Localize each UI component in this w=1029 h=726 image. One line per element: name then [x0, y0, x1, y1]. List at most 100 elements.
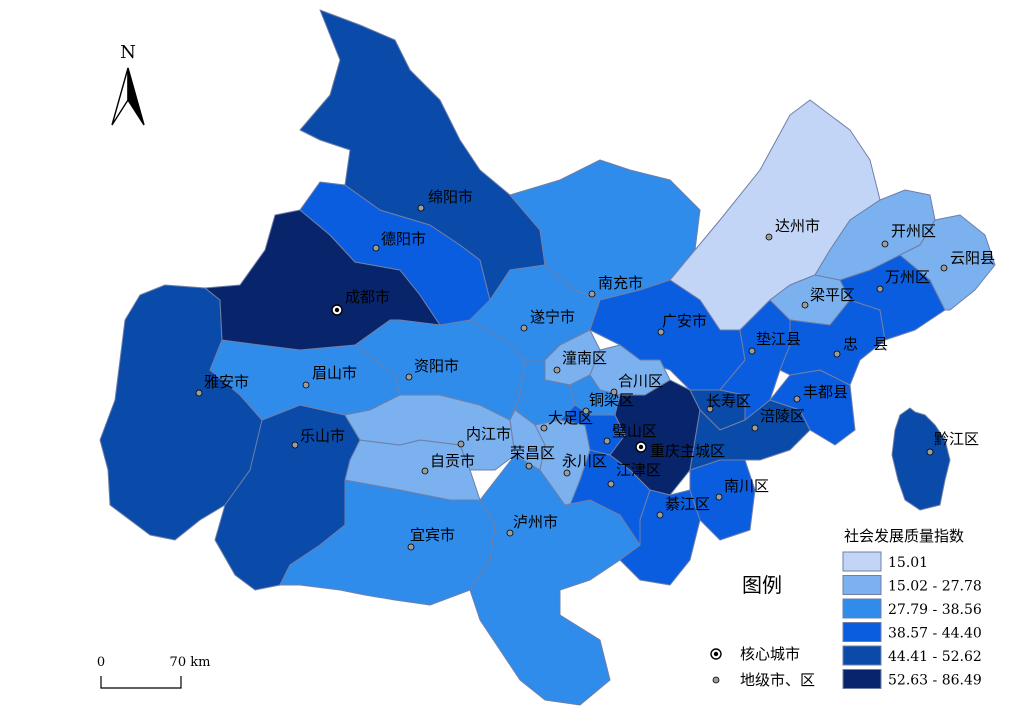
- city-9: 宜宾市: [407, 526, 455, 551]
- city-label: 南充市: [598, 274, 643, 292]
- city-label: 梁平区: [810, 286, 855, 304]
- city-10: 泸州市: [506, 513, 558, 537]
- city-label: 铜梁区: [589, 391, 634, 409]
- city-label: 永川区: [562, 452, 607, 470]
- prefecture-city-icon: [302, 381, 310, 389]
- legend-swatch-4: [842, 645, 882, 666]
- city-label: 丰都县: [803, 383, 848, 401]
- legend-swatch-0: [842, 551, 882, 572]
- city-17: 万州区: [876, 268, 930, 293]
- prefecture-city-icon: [372, 244, 380, 252]
- city-label: 涪陵区: [760, 407, 805, 425]
- legend-class-label-3: 38.57 - 44.40: [888, 626, 982, 642]
- city-15: 开州区: [881, 222, 936, 248]
- prefecture-city-icon: [706, 405, 714, 413]
- city-29: 璧山区: [603, 422, 657, 445]
- city-23: 长寿区: [706, 392, 751, 413]
- city-label: 垫江县: [756, 330, 801, 348]
- city-30: 永川区: [562, 452, 607, 477]
- city-28: 重庆主城区: [635, 441, 725, 460]
- legend-swatch-1: [842, 575, 882, 595]
- prefecture-city-icon: [881, 240, 889, 248]
- legend-class-label-2: 27.79 - 38.56: [888, 602, 982, 618]
- city-label: 南川区: [724, 477, 769, 495]
- prefecture-city-icon: [926, 448, 934, 456]
- prefecture-city-icon: [610, 388, 618, 396]
- prefecture-city-icon: [588, 290, 596, 298]
- city-26: 綦江区: [656, 495, 710, 519]
- core-city-icon: [710, 648, 722, 660]
- city-2: 成都市: [331, 288, 390, 316]
- legend-class-label-4: 44.41 - 52.62: [888, 649, 982, 665]
- scale-bar: 0 70 km: [97, 655, 211, 689]
- city-label: 云阳县: [950, 249, 995, 267]
- legend-class-label-0: 15.01: [888, 555, 928, 571]
- legend-class-label-1: 15.02 - 27.78: [888, 579, 982, 595]
- prefecture-city-icon: [520, 324, 528, 332]
- class-legend: 社会发展质量指数 15.01 15.02 - 27.78 27.79 - 38.56…: [842, 527, 982, 689]
- city-8: 自贡市: [421, 452, 475, 475]
- city-32: 大足区: [540, 409, 593, 432]
- city-label: 达州市: [775, 217, 820, 235]
- prefecture-city-icon: [833, 350, 841, 358]
- city-22: 涪陵区: [751, 407, 805, 432]
- prefecture-city-icon: [801, 301, 809, 309]
- city-label: 遂宁市: [530, 308, 575, 326]
- scale-end-label: 70 km: [170, 655, 211, 670]
- city-label: 内江市: [466, 425, 511, 443]
- prefecture-city-icon: [525, 462, 533, 470]
- prefecture-city-icon: [940, 264, 948, 272]
- prefecture-city-icon: [540, 424, 548, 432]
- prefecture-city-icon: [291, 441, 299, 449]
- city-label: 荣昌区: [510, 444, 555, 462]
- prefecture-city-icon: [405, 373, 413, 381]
- city-label: 眉山市: [312, 364, 357, 382]
- city-label: 长寿区: [706, 392, 751, 410]
- prefecture-city-icon: [582, 407, 590, 415]
- city-label: 万州区: [885, 268, 930, 286]
- city-label: 成都市: [345, 288, 390, 306]
- prefecture-city-icon: [657, 328, 665, 336]
- legend-heading: 图例: [742, 573, 782, 597]
- city-label: 合川区: [618, 372, 663, 390]
- prefecture-city-icon: [765, 233, 773, 241]
- city-label: 綦江区: [665, 495, 710, 513]
- city-5: 乐山市: [291, 427, 345, 449]
- city-7: 内江市: [457, 425, 511, 448]
- region-qianjiang: [891, 407, 951, 511]
- prefecture-city-icon: [407, 543, 415, 551]
- legend-swatch-2: [842, 598, 882, 619]
- prefecture-city-icon: [421, 467, 429, 475]
- prefecture-city-icon: [563, 469, 571, 477]
- city-label: 潼南区: [562, 349, 607, 367]
- city-label: 黔江区: [934, 430, 979, 448]
- legend-swatch-5: [842, 669, 882, 689]
- city-34: 合川区: [610, 372, 663, 396]
- region-yunyang: [899, 214, 996, 311]
- legend-class-label-5: 52.63 - 86.49: [888, 673, 982, 689]
- prefecture-city-icon: [876, 285, 884, 293]
- city-0: 绵阳市: [417, 188, 473, 212]
- city-label: 忠 县: [843, 335, 888, 353]
- region-chongqing-core: [609, 379, 701, 496]
- regions-layer: [99, 9, 996, 706]
- city-label: 绵阳市: [428, 188, 473, 206]
- city-label: 宜宾市: [410, 526, 455, 544]
- city-27: 江津区: [607, 461, 661, 488]
- symbol-legend: 核心城市 地级市、区: [710, 645, 815, 689]
- prefecture-city-icon: [553, 366, 561, 374]
- city-12: 南充市: [588, 274, 643, 298]
- prefecture-city-icon: [506, 529, 514, 537]
- prefecture-city-icon: [715, 493, 723, 501]
- prefecture-city-icon: [603, 437, 611, 445]
- core-city-icon-center: [334, 307, 340, 313]
- city-6: 资阳市: [405, 357, 459, 381]
- city-19: 垫江县: [748, 330, 801, 355]
- city-4: 眉山市: [302, 364, 357, 389]
- core-city-legend-label: 核心城市: [740, 645, 800, 663]
- city-label: 广安市: [662, 312, 707, 330]
- city-label: 乐山市: [300, 427, 345, 445]
- city-1: 德阳市: [372, 230, 426, 252]
